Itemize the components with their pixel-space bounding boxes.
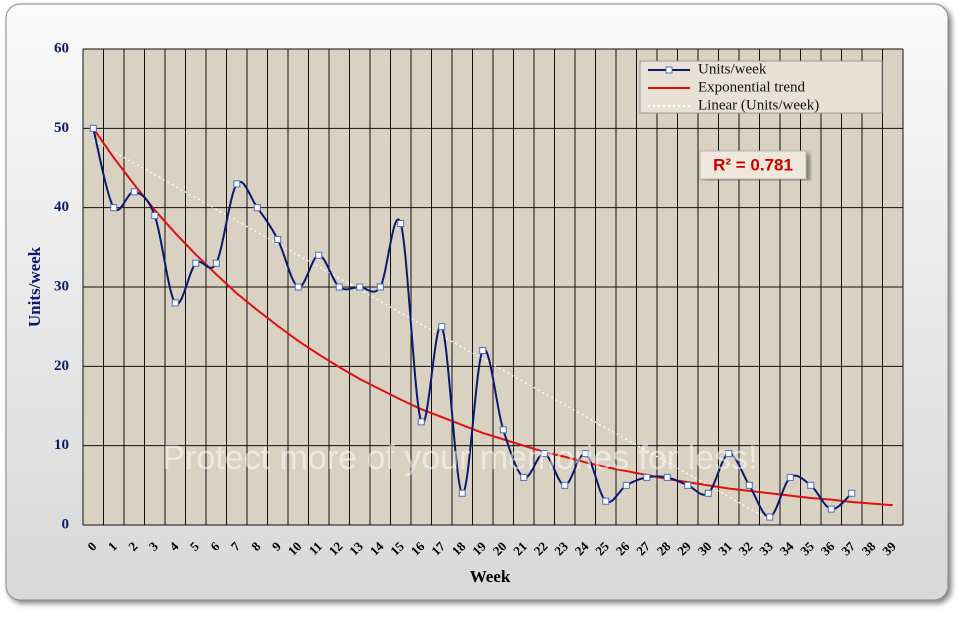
- y-tick-label: 50: [54, 120, 69, 136]
- data-point: [192, 259, 200, 267]
- data-point: [458, 489, 466, 497]
- data-point: [151, 212, 159, 220]
- y-tick-label: 10: [54, 437, 69, 453]
- data-point: [786, 473, 794, 481]
- y-tick-label: 20: [54, 358, 69, 374]
- data-point: [233, 180, 241, 188]
- data-point: [315, 251, 323, 259]
- data-point: [807, 481, 815, 489]
- x-axis-title: Week: [470, 567, 511, 586]
- data-point: [704, 489, 712, 497]
- data-point: [581, 450, 589, 458]
- data-point: [274, 235, 282, 243]
- series-line: [92, 128, 853, 519]
- data-point: [499, 426, 507, 434]
- data-point: [89, 124, 97, 132]
- data-point: [171, 299, 179, 307]
- legend-label: Units/week: [698, 61, 767, 77]
- data-point: [684, 481, 692, 489]
- data-point: [663, 473, 671, 481]
- data-point: [745, 481, 753, 489]
- data-point: [725, 450, 733, 458]
- data-point: [294, 283, 302, 291]
- y-tick-label: 0: [62, 516, 70, 532]
- series-line: [92, 139, 771, 521]
- data-point: [479, 346, 487, 354]
- watermark: Protect more of your memories for less!: [162, 439, 757, 477]
- data-point: [438, 323, 446, 331]
- data-point: [520, 473, 528, 481]
- annotation-box: [699, 150, 807, 180]
- legend-marker: [665, 66, 673, 74]
- data-point: [766, 513, 774, 521]
- y-tick-label: 60: [54, 40, 69, 56]
- data-point: [253, 204, 261, 212]
- data-point: [212, 259, 220, 267]
- series-line: [92, 127, 893, 507]
- data-point: [827, 505, 835, 513]
- y-tick-label: 40: [54, 199, 69, 215]
- data-point: [376, 283, 384, 291]
- data-point: [622, 481, 630, 489]
- data-point: [540, 450, 548, 458]
- data-point: [397, 220, 405, 228]
- legend-label: Linear (Units/week): [698, 97, 819, 113]
- data-point: [561, 481, 569, 489]
- data-point: [110, 204, 118, 212]
- legend-label: Exponential trend: [698, 79, 806, 95]
- data-point: [602, 497, 610, 505]
- data-point: [848, 489, 856, 497]
- data-point: [335, 283, 343, 291]
- data-point: [356, 283, 364, 291]
- data-point: [643, 473, 651, 481]
- y-axis-title: Units/week: [25, 246, 44, 327]
- data-point: [417, 418, 425, 426]
- data-point: [130, 188, 138, 196]
- y-tick-label: 30: [54, 278, 69, 294]
- r-squared: R² = 0.781: [713, 155, 793, 174]
